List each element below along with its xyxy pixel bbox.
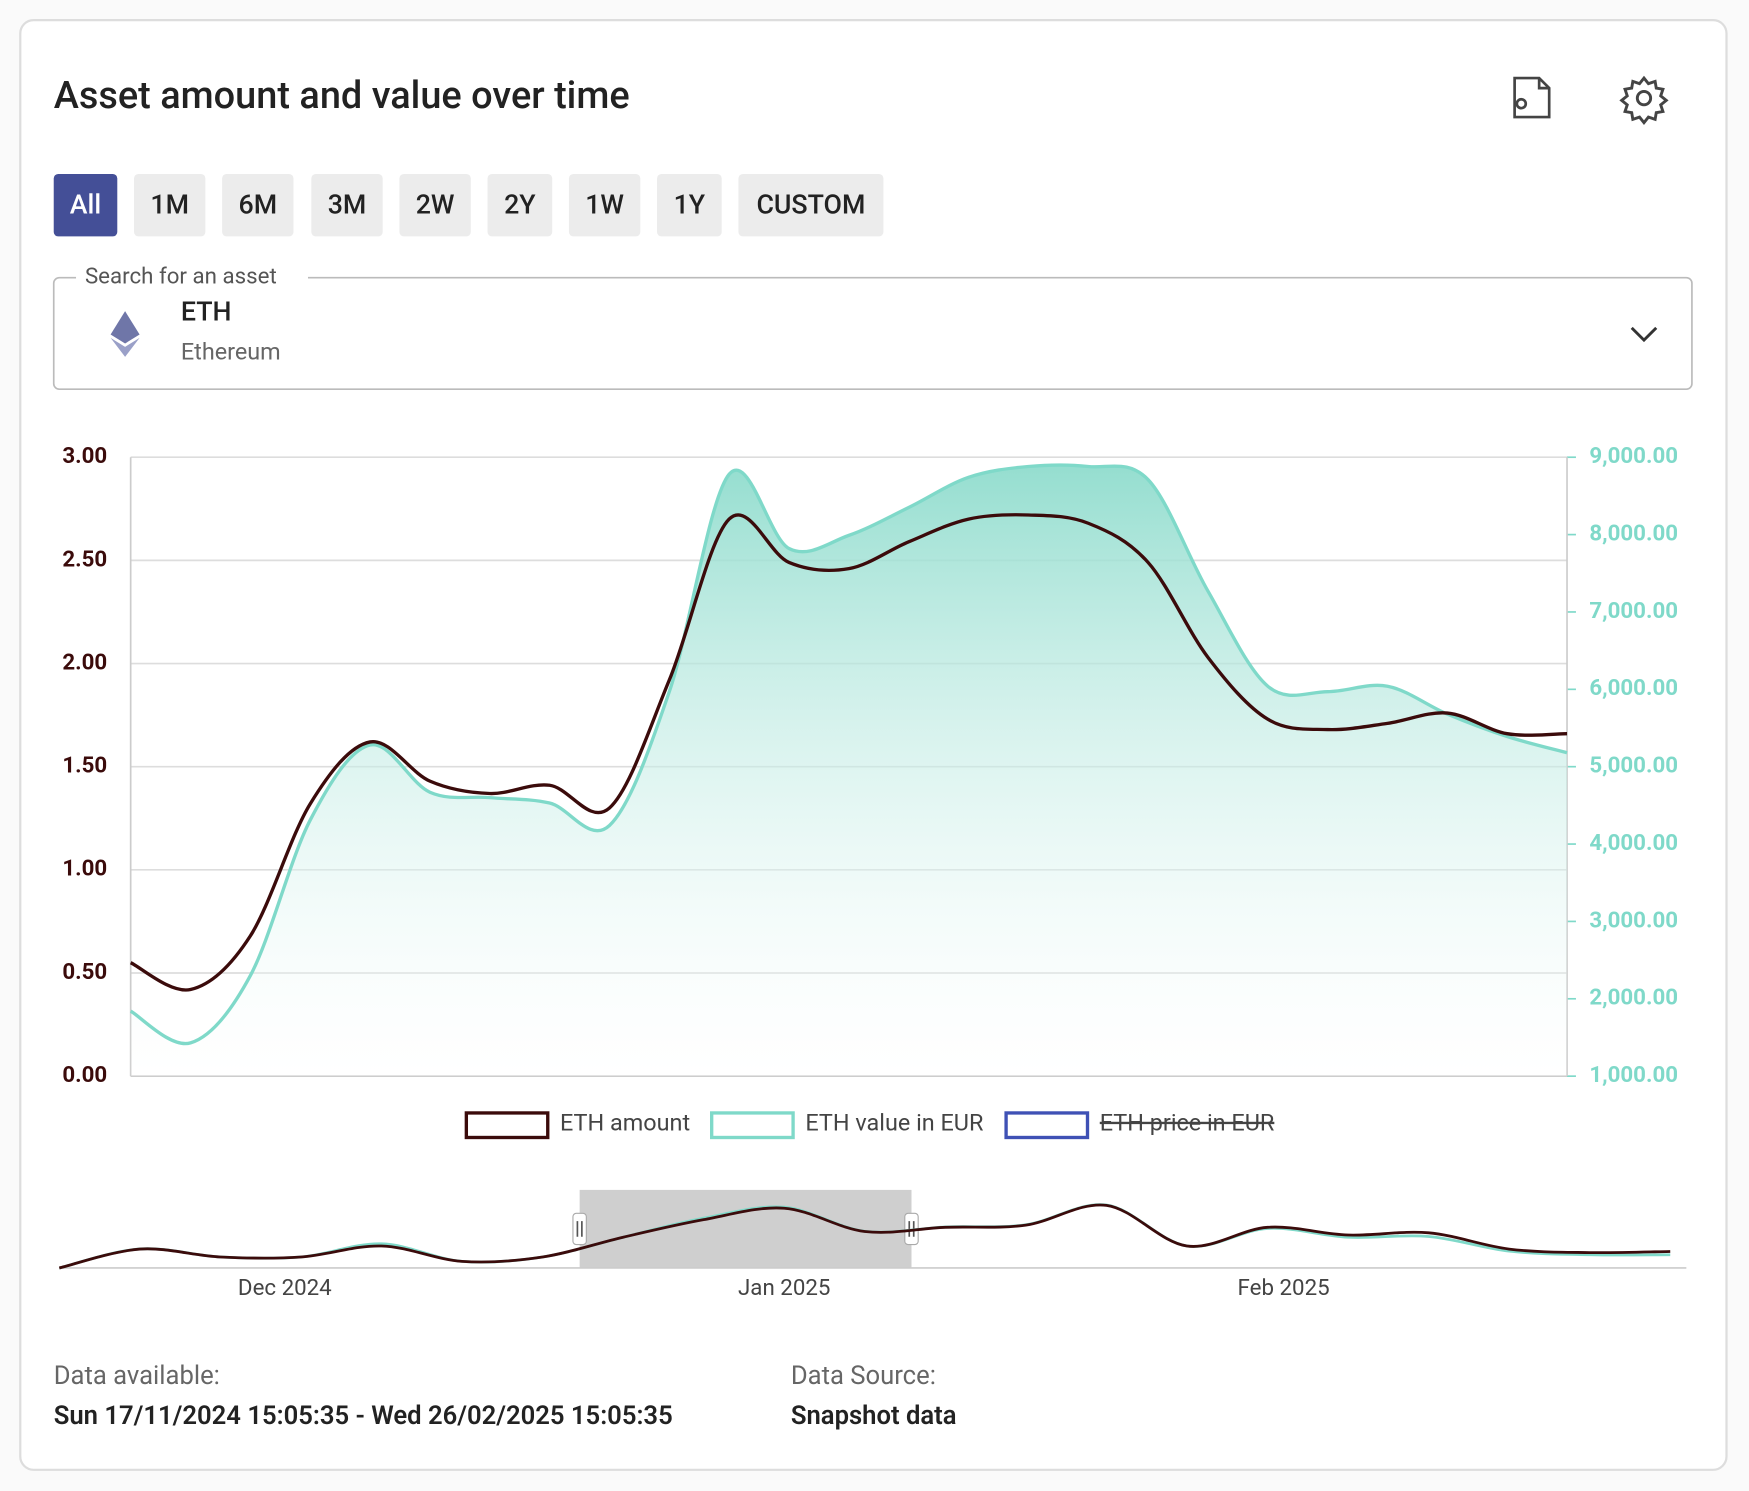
x-tick-label: Dec 2024 [238, 1275, 332, 1301]
asset-name: Ethereum [181, 338, 281, 366]
zoom-handle[interactable] [572, 1212, 587, 1246]
title: Asset amount and value over time [54, 74, 630, 118]
range-button-label[interactable]: CUSTOM [756, 188, 865, 220]
range-button-label[interactable]: 1W [585, 188, 624, 220]
asset-symbol: ETH [181, 295, 232, 327]
legend-swatch[interactable] [1004, 1111, 1090, 1140]
search-box[interactable] [52, 276, 1693, 391]
y2-tick-label: 9,000.00 [1589, 443, 1678, 469]
search-label: Search for an asset [85, 264, 277, 290]
dropdown-chevron[interactable] [1630, 326, 1658, 343]
series-line [129, 463, 1568, 1046]
range-button-label[interactable]: 2Y [504, 188, 536, 220]
y-tick-label: 1.50 [62, 753, 107, 779]
legend-label[interactable]: ETH value in EUR [805, 1108, 984, 1136]
range-button-label[interactable]: All [70, 188, 101, 220]
value-area [130, 465, 1568, 1077]
available-value: Sun 17/11/2024 15:05:35 - Wed 26/02/2025… [54, 1401, 673, 1431]
legend-swatch[interactable] [464, 1111, 550, 1140]
label-gap [76, 265, 308, 290]
y2-tick-label: 6,000.00 [1589, 675, 1678, 701]
settings-icon[interactable] [1619, 75, 1669, 125]
range-button-label[interactable]: 3M [328, 188, 367, 220]
range-button[interactable] [311, 173, 383, 237]
range-button[interactable] [487, 173, 553, 237]
y2-tick-label: 2,000.00 [1589, 985, 1678, 1011]
range-button[interactable] [399, 173, 471, 237]
range-button-label[interactable]: 2W [416, 188, 455, 220]
source-label: Data Source: [791, 1361, 936, 1391]
y-tick-label: 1.00 [62, 856, 107, 882]
range-button[interactable] [738, 173, 884, 237]
y2-tick-label: 7,000.00 [1589, 598, 1678, 624]
source-value: Snapshot data [791, 1401, 957, 1431]
available-label: Data available: [54, 1361, 220, 1391]
y2-tick-label: 5,000.00 [1589, 753, 1678, 779]
y-tick-label: 2.00 [62, 649, 107, 675]
legend-label[interactable]: ETH amount [560, 1108, 690, 1136]
legend-swatch[interactable] [710, 1111, 795, 1140]
range-button[interactable] [657, 173, 722, 237]
export-icon[interactable] [1513, 76, 1551, 119]
range-button[interactable] [134, 173, 206, 237]
range-button-label[interactable]: 6M [238, 188, 277, 220]
range-button[interactable] [53, 173, 118, 237]
y2-tick-label: 3,000.00 [1589, 907, 1678, 933]
x-tick-label: Feb 2025 [1238, 1275, 1330, 1301]
legend-label[interactable]: ETH price in EUR [1100, 1108, 1275, 1136]
y-tick-label: 2.50 [62, 546, 107, 572]
range-button[interactable] [222, 173, 294, 237]
y2-tick-label: 8,000.00 [1589, 520, 1678, 546]
y-tick-label: 3.00 [62, 443, 107, 469]
x-tick-label: Jan 2025 [738, 1275, 830, 1301]
y-tick-label: 0.50 [62, 959, 107, 985]
y-tick-label: 0.00 [62, 1062, 107, 1088]
series-line [129, 513, 1568, 992]
range-button[interactable] [568, 173, 641, 237]
range-button-label[interactable]: 1M [150, 188, 189, 220]
zoom-handle-grip [576, 1221, 583, 1237]
zoom-window[interactable] [579, 1189, 912, 1268]
eth-icon [110, 311, 140, 357]
y2-tick-label: 4,000.00 [1589, 830, 1678, 856]
y2-tick-label: 1,000.00 [1589, 1062, 1678, 1088]
range-button-label[interactable]: 1Y [674, 188, 706, 220]
overview-line [58, 1203, 1671, 1270]
